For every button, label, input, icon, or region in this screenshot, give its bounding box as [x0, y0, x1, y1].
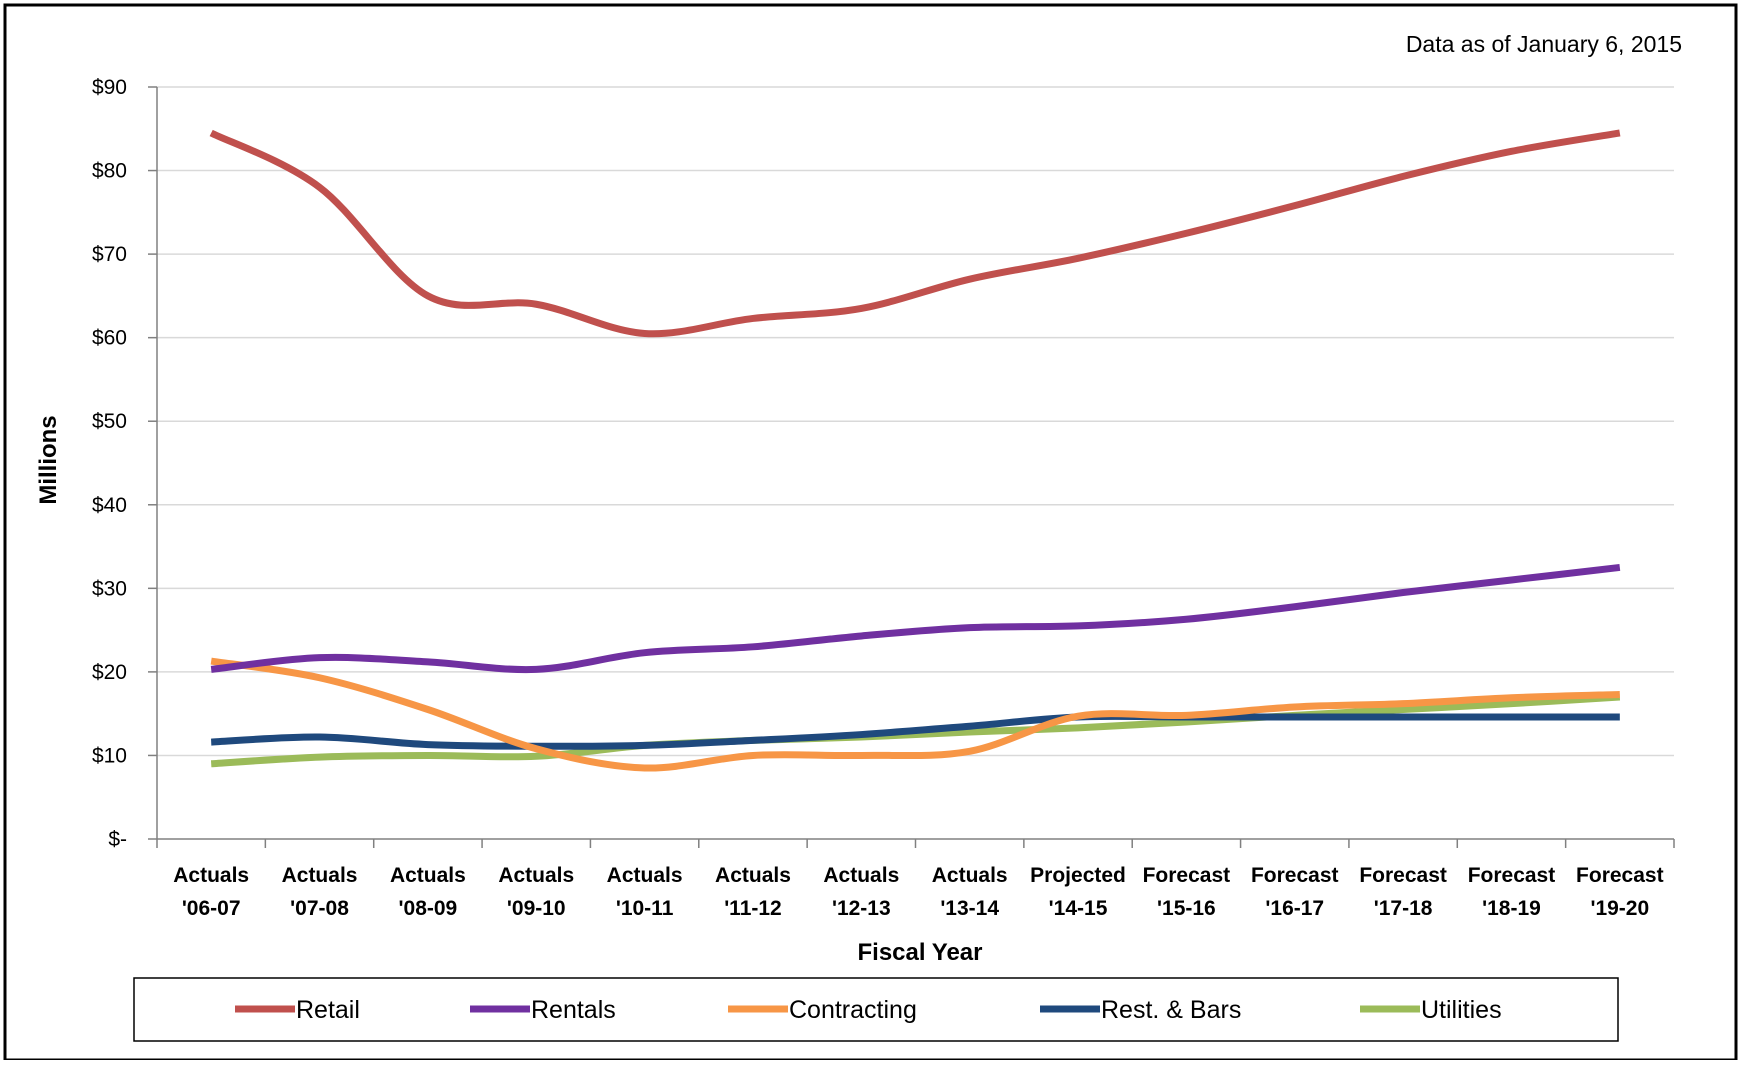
legend-label-rentals: Rentals — [531, 996, 616, 1024]
x-tick-label-line2: '18-19 — [1482, 897, 1541, 920]
legend-label-utilities: Utilities — [1421, 996, 1502, 1024]
x-axis-title: Fiscal Year — [858, 939, 983, 966]
series-line-rest-bars — [211, 712, 1620, 750]
x-tick-label-line2: '09-10 — [507, 897, 566, 920]
x-tick-label-line2: '12-13 — [832, 897, 891, 920]
x-tick-label-line2: '13-14 — [940, 897, 999, 920]
y-tick-label: $60 — [92, 327, 127, 350]
x-tick-label-line1: Forecast — [1359, 864, 1447, 887]
x-tick-label-line1: Actuals — [498, 864, 574, 887]
x-tick-label-line1: Forecast — [1576, 864, 1664, 887]
x-tick-label-line1: Actuals — [607, 864, 683, 887]
x-tick-label-line1: Actuals — [932, 864, 1008, 887]
x-tick-label-line2: '08-09 — [399, 897, 458, 920]
x-tick-labels: Actuals '06-07 Actuals '07-08 Actuals '08-09 A… — [173, 864, 1663, 920]
x-tick-label-line2: '17-18 — [1374, 897, 1433, 920]
x-tick-label-line1: Forecast — [1251, 864, 1339, 887]
x-tick-label-line1: Forecast — [1143, 864, 1231, 887]
y-tick-label: $- — [108, 828, 127, 851]
x-tick-label-line1: Actuals — [282, 864, 358, 887]
axes — [148, 86, 1675, 848]
y-tick-labels: $- $10 $20 $30 $40 $50 $60 $70 $80 $90 — [92, 76, 127, 851]
x-tick-label-line2: '06-07 — [182, 897, 241, 920]
series-lines — [209, 129, 1621, 772]
x-tick-label-line1: Actuals — [173, 864, 249, 887]
y-tick-label: $30 — [92, 577, 127, 600]
legend: Retail Rentals Contracting Rest. & Bars Util… — [235, 996, 1502, 1024]
y-tick-label: $70 — [92, 243, 127, 266]
x-tick-label-line2: '16-17 — [1265, 897, 1324, 920]
legend-box — [133, 977, 1619, 1042]
legend-label-rest-bars: Rest. & Bars — [1101, 996, 1241, 1024]
y-tick-label: $50 — [92, 410, 127, 433]
x-tick-label-line1: Forecast — [1468, 864, 1556, 887]
x-tick-label-line1: Actuals — [823, 864, 899, 887]
legend-label-retail: Retail — [296, 996, 360, 1024]
series-line-retail — [209, 129, 1621, 338]
x-tick-label-line2: '10-11 — [616, 897, 674, 920]
x-tick-label-line1: Actuals — [390, 864, 466, 887]
data-date-note: Data as of January 6, 2015 — [1406, 31, 1682, 57]
series-line-utilities — [210, 693, 1621, 768]
series-line-contracting — [210, 657, 1620, 772]
x-tick-label-line2: '14-15 — [1049, 897, 1108, 920]
chart-frame — [3, 3, 1738, 1062]
y-axis-title: Millions — [35, 415, 62, 504]
x-tick-label-line2: '19-20 — [1590, 897, 1649, 920]
x-tick-label-line1: Actuals — [715, 864, 791, 887]
x-tick-label-line2: '07-08 — [290, 897, 349, 920]
y-tick-label: $20 — [92, 661, 127, 684]
y-tick-label: $40 — [92, 494, 127, 517]
x-tick-label-line1: Projected — [1030, 864, 1126, 887]
y-tick-label: $80 — [92, 160, 127, 183]
y-tick-label: $90 — [92, 76, 127, 99]
y-tick-label: $10 — [92, 744, 127, 767]
x-tick-label-line2: '15-16 — [1157, 897, 1216, 920]
x-tick-label-line2: '11-12 — [724, 897, 782, 920]
series-line-rentals — [210, 563, 1621, 674]
legend-label-contracting: Contracting — [789, 996, 917, 1024]
